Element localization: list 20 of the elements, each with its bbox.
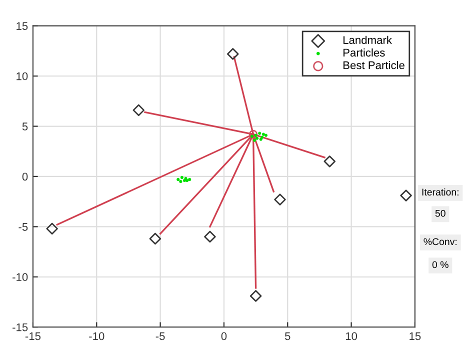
y-tick-label: 15: [16, 22, 28, 30]
text: 0 %: [432, 261, 448, 268]
text: 50: [435, 210, 446, 217]
y-tick-label: 5: [22, 122, 28, 130]
x-tick-label: 15: [410, 332, 421, 340]
y-tick-label: 10: [16, 72, 28, 80]
text: Iteration:: [422, 188, 458, 196]
x-tick-label: 5: [284, 332, 290, 340]
x-tick-label: 0: [221, 332, 227, 340]
legend-label: Particles: [343, 48, 385, 57]
x-tick-label: -10: [89, 332, 104, 340]
y-tick-label: -5: [18, 223, 28, 231]
legend-label: Landmark: [343, 36, 392, 44]
x-tick-label: 10: [346, 332, 358, 340]
x-tick-label: -5: [156, 332, 165, 340]
y-tick-label: 0: [22, 172, 28, 181]
y-tick-label: -15: [12, 323, 28, 332]
legend-label: Best Particle: [343, 61, 404, 70]
y-tick-label: -10: [12, 273, 28, 282]
text: %Conv:: [424, 238, 457, 246]
